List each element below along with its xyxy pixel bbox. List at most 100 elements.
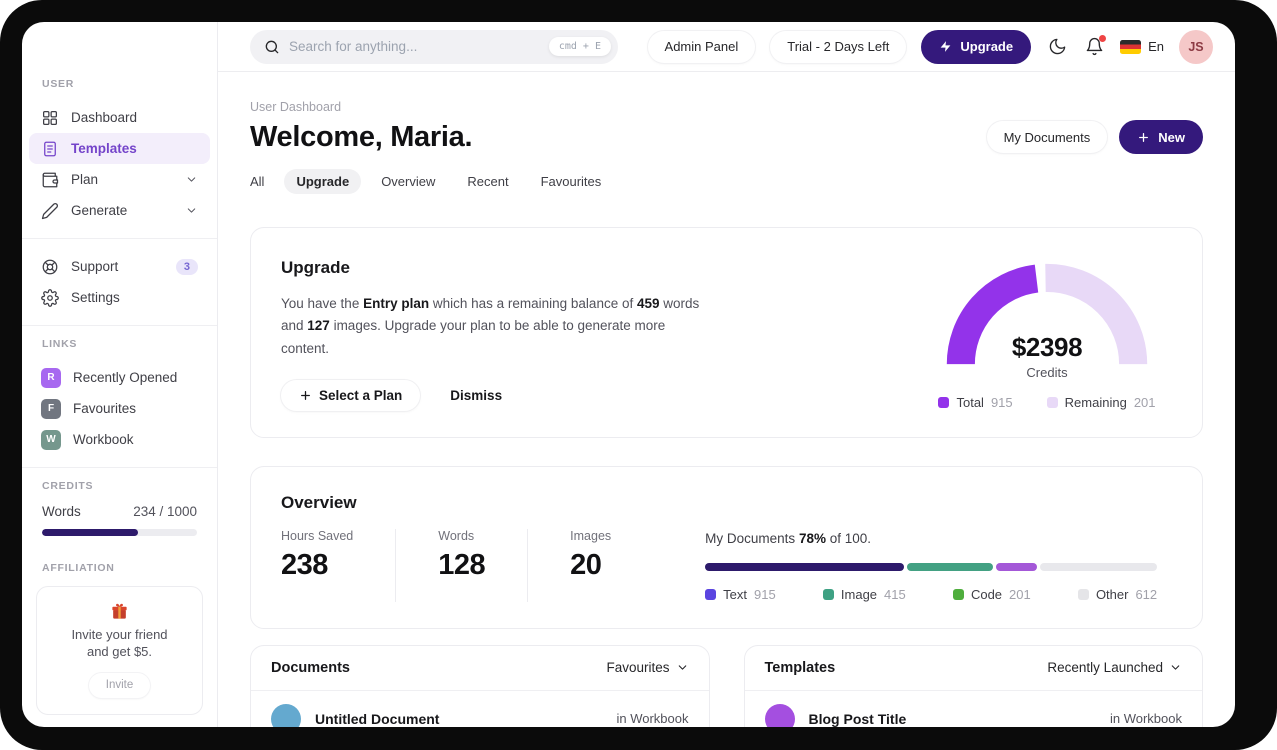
admin-panel-button[interactable]: Admin Panel bbox=[647, 30, 756, 63]
select-plan-button[interactable]: Select a Plan bbox=[281, 379, 421, 411]
sidebar-item-label: Settings bbox=[71, 290, 120, 305]
divider bbox=[22, 238, 217, 239]
credits-label: Words bbox=[42, 504, 81, 519]
affiliation-card: Invite your friend and get $5. Invite bbox=[36, 586, 203, 716]
main-area: cmd + E Admin Panel Trial - 2 Days Left … bbox=[218, 22, 1235, 727]
sidebar-item-templates[interactable]: Templates bbox=[29, 133, 210, 164]
sidebar-link-recently-opened[interactable]: R Recently Opened bbox=[29, 362, 210, 393]
wallet-icon bbox=[42, 172, 59, 187]
gauge-center-value: $2398 bbox=[1011, 332, 1083, 362]
dark-mode-toggle[interactable] bbox=[1046, 36, 1068, 58]
stat-words: Words 128 bbox=[438, 528, 529, 602]
stat-hours-saved: Hours Saved 238 bbox=[281, 528, 397, 602]
affiliation-text-line1: Invite your friend bbox=[71, 626, 168, 642]
german-flag-icon bbox=[1120, 39, 1142, 54]
topbar: cmd + E Admin Panel Trial - 2 Days Left … bbox=[218, 22, 1235, 72]
tab-upgrade[interactable]: Upgrade bbox=[284, 169, 362, 194]
language-selector[interactable]: En bbox=[1120, 39, 1164, 54]
chevron-down-icon bbox=[187, 208, 196, 213]
section-label-links: LINKS bbox=[42, 338, 78, 350]
stat-images: Images 20 bbox=[570, 528, 612, 581]
sidebar-item-label: Workbook bbox=[73, 432, 134, 447]
topbar-actions: Admin Panel Trial - 2 Days Left Upgrade bbox=[647, 29, 1213, 64]
dismiss-button[interactable]: Dismiss bbox=[450, 387, 503, 403]
link-letter-badge: F bbox=[41, 398, 61, 419]
sidebar-item-label: Favourites bbox=[73, 401, 137, 416]
template-list-item[interactable]: Blog Post Title in Workbook bbox=[745, 691, 1203, 727]
grid-icon bbox=[42, 110, 58, 125]
gauge-arc bbox=[946, 263, 1148, 365]
legend-swatch bbox=[938, 397, 950, 408]
upgrade-card-title: Upgrade bbox=[281, 258, 350, 277]
legend-item-text: Text 915 bbox=[705, 587, 776, 602]
templates-filter-dropdown[interactable]: Recently Launched bbox=[1047, 660, 1182, 675]
gauge-legend: Total 915 Remaining 201 bbox=[932, 395, 1162, 410]
sidebar-item-support[interactable]: Support 3 bbox=[29, 251, 210, 282]
chevron-down-icon bbox=[1171, 665, 1180, 670]
credits-progress-fill bbox=[42, 529, 139, 536]
sidebar-item-label: Plan bbox=[71, 172, 99, 187]
life-buoy-icon bbox=[42, 259, 58, 274]
sidebar-item-generate[interactable]: Generate bbox=[29, 195, 210, 226]
user-avatar[interactable]: JS bbox=[1179, 29, 1213, 64]
trial-status-badge[interactable]: Trial - 2 Days Left bbox=[770, 30, 907, 63]
credits-usage: Words 234 / 1000 bbox=[22, 504, 217, 519]
templates-card-title: Templates bbox=[764, 659, 836, 676]
bar-segment-code bbox=[995, 562, 1037, 571]
documents-card: Documents Favourites Untitled Document i… bbox=[250, 644, 710, 727]
gear-icon bbox=[41, 288, 59, 307]
documents-progress-chart: My Documents 78% of 100. Text 915 Image 41… bbox=[705, 529, 1158, 602]
bell-icon bbox=[1086, 37, 1102, 56]
link-letter-badge: R bbox=[41, 367, 61, 388]
sidebar-item-label: Templates bbox=[71, 141, 137, 156]
stacked-progress-bar bbox=[705, 562, 1158, 571]
tab-recent[interactable]: Recent bbox=[467, 174, 509, 189]
sidebar-item-plan[interactable]: Plan bbox=[29, 164, 210, 195]
link-letter-badge: W bbox=[41, 429, 61, 450]
upgrade-button[interactable]: Upgrade bbox=[921, 29, 1032, 64]
legend-item-code: Code 201 bbox=[952, 587, 1031, 602]
support-count-badge: 3 bbox=[175, 258, 198, 275]
divider bbox=[22, 467, 217, 468]
sidebar-item-label: Generate bbox=[71, 203, 128, 218]
new-button[interactable]: New bbox=[1119, 120, 1203, 154]
search-input[interactable] bbox=[289, 39, 540, 54]
pencil-icon bbox=[41, 202, 58, 219]
progress-title: My Documents 78% of 100. bbox=[705, 530, 872, 546]
documents-filter-dropdown[interactable]: Favourites bbox=[606, 660, 688, 675]
page-title: Welcome, Maria. bbox=[250, 120, 473, 153]
overview-card-title: Overview bbox=[281, 492, 357, 512]
sidebar-item-settings[interactable]: Settings bbox=[29, 282, 210, 313]
breadcrumb: User Dashboard bbox=[250, 100, 342, 114]
upgrade-card-body: You have the Entry plan which has a rema… bbox=[281, 296, 700, 356]
divider bbox=[22, 325, 217, 326]
search-bar[interactable]: cmd + E bbox=[250, 29, 618, 64]
invite-button[interactable]: Invite bbox=[88, 672, 151, 699]
plus-icon bbox=[301, 390, 310, 400]
tab-all[interactable]: All bbox=[250, 174, 265, 189]
app-window: USER Dashboard Templates Plan Generate bbox=[22, 22, 1235, 727]
notifications-button[interactable] bbox=[1083, 34, 1107, 58]
upgrade-card: Upgrade You have the Entry plan which ha… bbox=[250, 227, 1203, 438]
sidebar-link-favourites[interactable]: F Favourites bbox=[29, 393, 210, 424]
affiliation-text-line2: and get $5. bbox=[86, 644, 153, 660]
document-list-item[interactable]: Untitled Document in Workbook bbox=[251, 691, 709, 727]
sidebar-item-label: Support bbox=[71, 259, 119, 274]
tab-favourites[interactable]: Favourites bbox=[540, 174, 602, 189]
section-label-user: USER bbox=[42, 78, 75, 90]
overview-stats: Hours Saved 238 Words 128 Images 20 bbox=[281, 528, 653, 602]
plus-icon bbox=[1139, 132, 1149, 142]
tab-overview[interactable]: Overview bbox=[381, 174, 436, 189]
search-icon bbox=[265, 40, 279, 53]
page-content: User Dashboard Welcome, Maria. My Docume… bbox=[218, 72, 1235, 727]
sidebar-link-workbook[interactable]: W Workbook bbox=[29, 424, 210, 455]
legend-item-other: Other 612 bbox=[1077, 587, 1157, 602]
keyboard-shortcut-badge: cmd + E bbox=[548, 37, 611, 56]
notification-dot bbox=[1099, 34, 1107, 42]
my-documents-button[interactable]: My Documents bbox=[986, 121, 1108, 153]
documents-card-title: Documents bbox=[271, 659, 350, 676]
chevron-down-icon bbox=[187, 177, 196, 182]
sidebar-item-label: Recently Opened bbox=[73, 370, 178, 385]
sidebar-item-dashboard[interactable]: Dashboard bbox=[29, 102, 210, 133]
